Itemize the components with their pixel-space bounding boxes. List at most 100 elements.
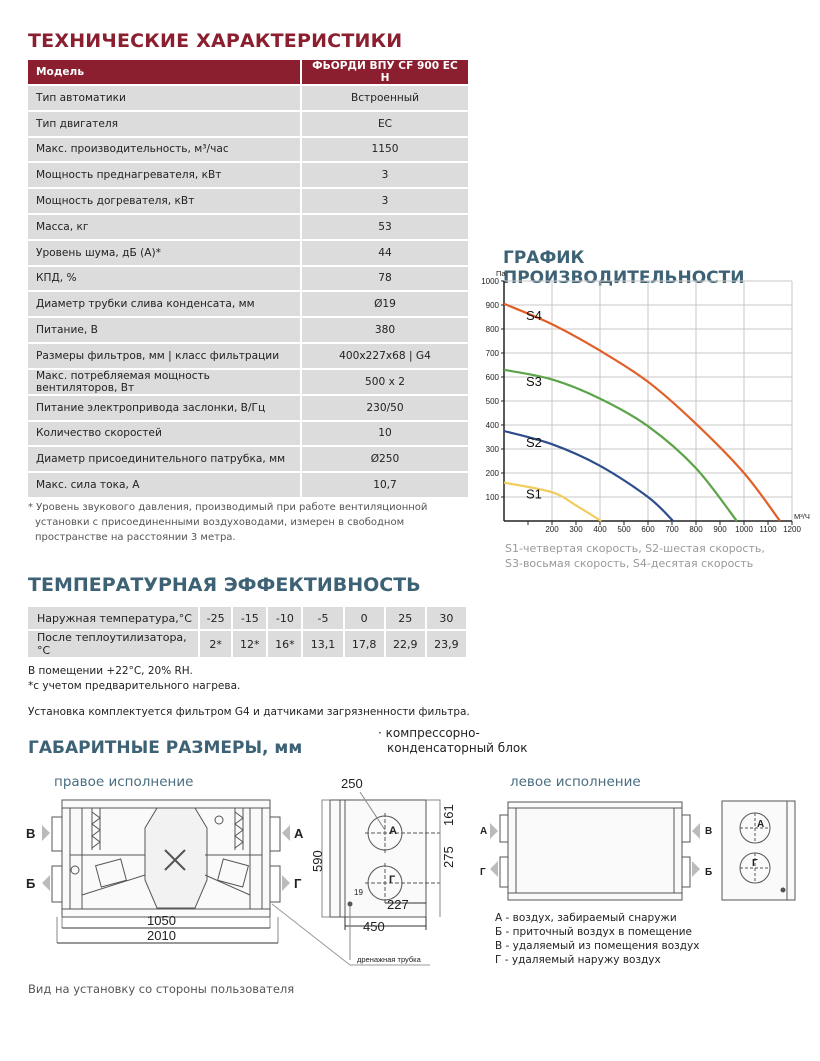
spec-label: Питание, В xyxy=(28,318,300,342)
drain-tube-label: дренажная трубка xyxy=(357,955,422,964)
right-version-front-view xyxy=(51,799,430,966)
port-label-g: Г xyxy=(294,876,302,891)
spec-value: 3 xyxy=(302,189,468,213)
port-label-b: Б xyxy=(26,876,35,891)
specs-row: Макс. потребляемая мощность вентиляторов… xyxy=(28,369,468,394)
x-tick-label: 200 xyxy=(545,525,559,534)
note-line: *с учетом предварительного нагрева. xyxy=(28,680,241,692)
series-line-s4 xyxy=(503,302,781,522)
spec-label: Диаметр трубки слива конденсата, мм xyxy=(28,292,300,317)
spec-label: Тип двигателя xyxy=(28,111,300,136)
specs-row: Мощность преднагревателя, кВт 3 xyxy=(28,163,468,188)
compressor-note-line: конденсаторный блок xyxy=(387,741,528,755)
y-tick-label: 1000 xyxy=(481,277,499,286)
port-label-g: Г xyxy=(389,874,396,886)
specs-row: Тип автоматики Встроенный xyxy=(28,86,468,110)
performance-chart: 200 300 400 500 600 700 800 900 1000 1100 1200 100 2… xyxy=(481,269,810,534)
specs-row: Макс. производительность, м³/час 1150 xyxy=(28,137,468,162)
port-label-g: Г xyxy=(752,858,758,869)
spec-label: Мощность преднагревателя, кВт xyxy=(28,163,300,188)
spec-value: 10 xyxy=(302,421,468,446)
legend-item: В - удаляемый из помещения воздух xyxy=(495,940,700,952)
legend-item: Б - приточный воздух в помещение xyxy=(495,926,692,938)
specs-row: Макс. сила тока, А 10,7 xyxy=(28,473,468,497)
right-version-label: правое исполнение xyxy=(54,774,194,790)
temperature-cell: 17,8 xyxy=(344,631,384,657)
specs-footnote: * Уровень звукового давления, производим… xyxy=(28,500,427,545)
specs-row: Уровень шума, дБ (А)* 44 xyxy=(28,240,468,265)
spec-label: Макс. потребляемая мощность вентиляторов… xyxy=(28,369,300,394)
series-label-s2: S2 xyxy=(526,435,542,450)
spec-value: 44 xyxy=(302,240,468,265)
spec-label: Тип автоматики xyxy=(28,86,300,110)
port-label-a: А xyxy=(389,825,397,837)
y-axis-label: Па xyxy=(496,269,506,278)
x-tick-label: 700 xyxy=(665,525,679,534)
y-tick-label: 800 xyxy=(486,325,500,334)
x-tick-label: 900 xyxy=(713,525,727,534)
dim-161: 161 xyxy=(441,804,456,826)
specs-table: Модель ФЬОРДИ ВПУ CF 900 EC H Тип автома… xyxy=(26,58,470,499)
temperature-cell: 16* xyxy=(268,631,302,657)
dimension-labels: 1050 2010 250 590 161 275 19 227 450 дре… xyxy=(147,776,456,964)
caption-line: S3-восьмая скорость, S4-десятая скорость xyxy=(505,557,754,570)
spec-value: Ø19 xyxy=(302,292,468,317)
spec-value: 1150 xyxy=(302,137,468,162)
series-label-s1: S1 xyxy=(526,487,542,502)
spec-value: Ø250 xyxy=(302,447,468,472)
temperature-title: ТЕМПЕРАТУРНАЯ ЭФФЕКТИВНОСТЬ xyxy=(28,574,421,596)
spec-label: Макс. сила тока, А xyxy=(28,473,300,497)
specs-row: Тип двигателя EC xyxy=(28,111,468,136)
temperature-row: Наружная температура,°С -25 -15 -10 -5 0 25 30 xyxy=(28,607,466,629)
chart-title: ГРАФИК ПРОИЗВОДИТЕЛЬНОСТИ xyxy=(503,248,745,288)
compressor-note-line: · компрессорно- xyxy=(378,726,480,740)
left-version-views xyxy=(499,800,796,901)
port-label-a: А xyxy=(294,826,304,841)
x-axis-label: М³/Ч xyxy=(794,512,810,521)
compressor-note: · компрессорно- конденсаторный блок xyxy=(378,726,527,756)
footnote-line: * Уровень звукового давления, производим… xyxy=(28,502,428,513)
temperature-cell: 23,9 xyxy=(426,631,466,657)
temperature-row-label: После теплоутилизатора,°С xyxy=(28,631,198,657)
port-labels: В Б А Г А Г А Г В Б А Г xyxy=(26,819,764,891)
temperature-cell: 30 xyxy=(426,607,466,629)
y-tick-label: 600 xyxy=(486,373,500,382)
port-legend: А - воздух, забираемый снаружи Б - прито… xyxy=(495,911,699,967)
x-tick-label: 300 xyxy=(569,525,583,534)
legend-item: Г - удаляемый наружу воздух xyxy=(495,954,661,966)
dim-450: 450 xyxy=(363,919,385,934)
temperature-cell: -25 xyxy=(200,607,232,629)
spec-value: EC xyxy=(302,111,468,136)
spec-label: Питание электропривода заслонки, В/Гц xyxy=(28,395,300,420)
port-label-b: Б xyxy=(705,867,712,878)
dim-250: 250 xyxy=(341,776,363,791)
dim-2010: 2010 xyxy=(147,928,176,943)
spec-label: Диаметр присоединительного патрубка, мм xyxy=(28,447,300,472)
spec-label: КПД, % xyxy=(28,266,300,291)
temperature-cell: 2* xyxy=(200,631,232,657)
footnote-line: установки с присоединенными воздуховодам… xyxy=(35,517,405,528)
temperature-cell: 22,9 xyxy=(385,631,425,657)
dimensions-title: ГАБАРИТНЫЕ РАЗМЕРЫ, мм xyxy=(28,738,303,758)
spec-value: 380 xyxy=(302,318,468,342)
spec-label: Уровень шума, дБ (А)* xyxy=(28,240,300,265)
spec-label: Мощность догревателя, кВт xyxy=(28,189,300,213)
x-tick-label: 800 xyxy=(689,525,703,534)
spec-label: Количество скоростей xyxy=(28,421,300,446)
series-label-s3: S3 xyxy=(526,374,542,389)
x-tick-label: 600 xyxy=(641,525,655,534)
specs-row: Диаметр трубки слива конденсата, мм Ø19 xyxy=(28,292,468,317)
spec-label: Масса, кг xyxy=(28,214,300,239)
temperature-cell: -5 xyxy=(303,607,343,629)
note-line: Установка комплектуется фильтром G4 и да… xyxy=(28,706,470,718)
port-label-v: В xyxy=(26,826,35,841)
series-line-s3 xyxy=(503,368,738,522)
port-label-g: Г xyxy=(480,867,486,878)
temperature-cell: 13,1 xyxy=(303,631,343,657)
y-tick-label: 400 xyxy=(486,421,500,430)
spec-value: 400x227x68 | G4 xyxy=(302,343,468,368)
temperature-cell: 0 xyxy=(344,607,384,629)
temperature-cell: -15 xyxy=(233,607,267,629)
dim-227: 227 xyxy=(387,897,409,912)
